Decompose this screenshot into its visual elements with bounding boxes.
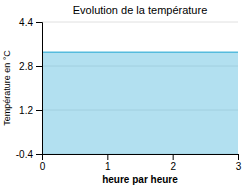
- tick: 3: [236, 154, 242, 172]
- x-axis: 0 1 2 3: [40, 154, 242, 172]
- y-axis-title: Température en °C: [2, 50, 12, 126]
- axis-domain: [43, 155, 239, 161]
- tick: -0.4: [16, 149, 42, 160]
- tick: 2.8: [19, 61, 42, 72]
- tick-label: 2.8: [19, 61, 33, 72]
- tick-label: 2: [170, 161, 176, 172]
- tick-label: 4.4: [19, 17, 33, 28]
- tick: 1.2: [19, 105, 42, 116]
- tick-mark: [36, 110, 42, 111]
- tick: 2: [170, 154, 176, 172]
- marks: [42, 52, 238, 154]
- y-axis: -0.4 1.2 2.8 4.4: [16, 17, 43, 160]
- tick-mark: [36, 22, 42, 23]
- area: [42, 52, 238, 154]
- tick-mark: [173, 154, 174, 160]
- title: Evolution de la température: [73, 4, 208, 16]
- tick-mark: [107, 154, 108, 160]
- tick: 4.4: [19, 17, 42, 28]
- tick-label: -0.4: [16, 149, 34, 160]
- axis-domain: [36, 23, 43, 155]
- tick-label: 0: [40, 161, 46, 172]
- tick-label: 1.2: [19, 105, 33, 116]
- tick-label: 1: [105, 161, 111, 172]
- tick: 1: [105, 154, 111, 172]
- tick-mark: [238, 154, 239, 160]
- plot: 0 1 2 3 -0.4 1.2 2.8 4.4: [16, 17, 242, 172]
- tick: 0: [40, 154, 46, 172]
- tick-label: 3: [236, 161, 242, 172]
- tick-mark: [36, 66, 42, 67]
- tick-mark: [36, 154, 42, 155]
- x-axis-title: heure par heure: [102, 174, 178, 185]
- chart: 0 1 2 3 -0.4 1.2 2.8 4.4 Evolution de la tempéra…: [0, 0, 250, 188]
- grid: [42, 22, 238, 154]
- grid-line: [42, 22, 238, 23]
- line: [42, 52, 238, 54]
